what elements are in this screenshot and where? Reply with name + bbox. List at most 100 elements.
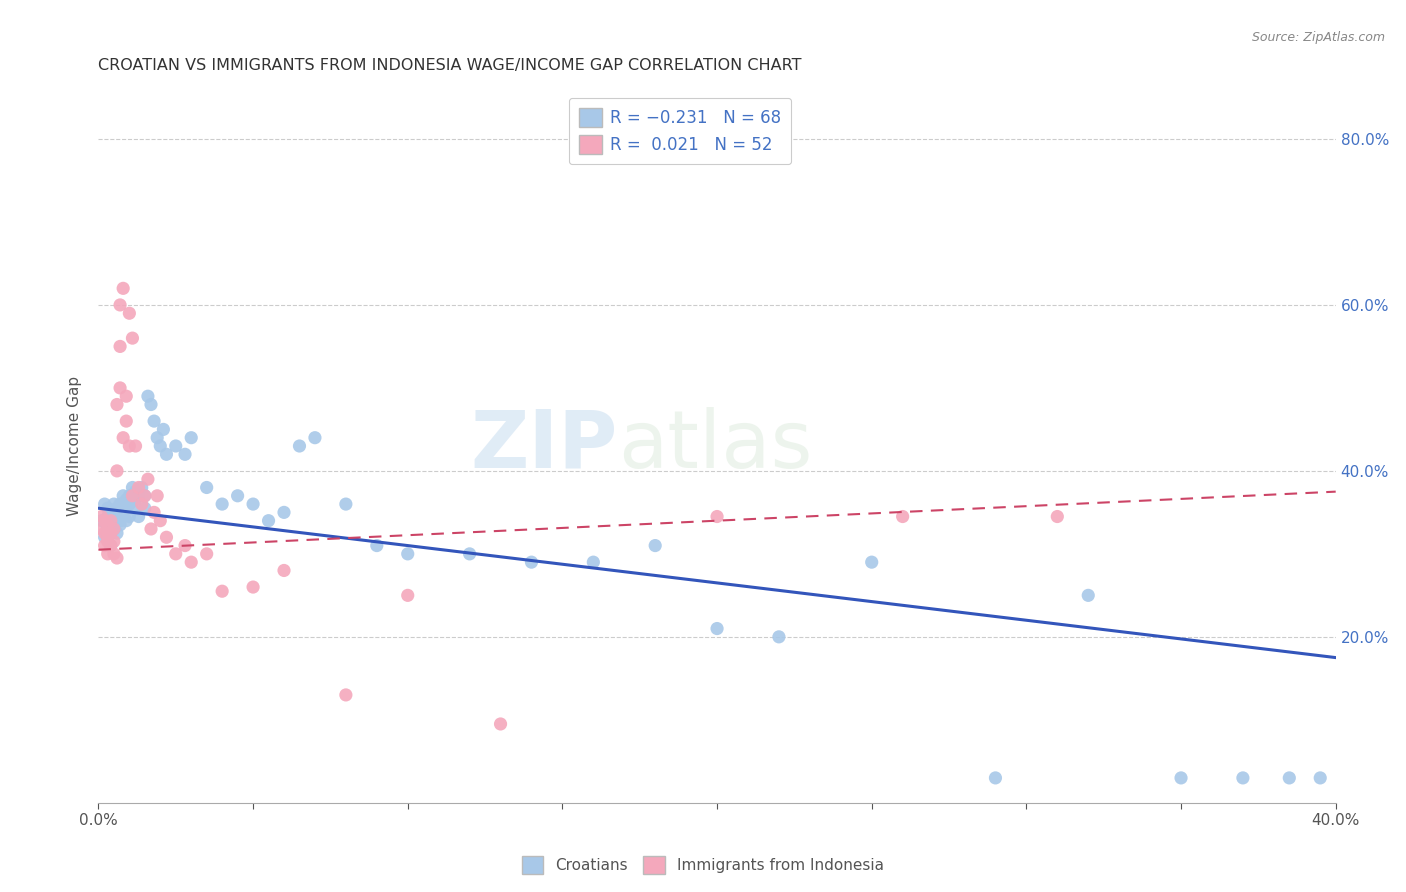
Point bbox=[396, 588, 419, 602]
Point bbox=[211, 497, 233, 511]
Point bbox=[768, 630, 790, 644]
Point bbox=[93, 514, 115, 528]
Point bbox=[115, 514, 138, 528]
Point bbox=[136, 472, 159, 486]
Legend: R = −0.231   N = 68, R =  0.021   N = 52: R = −0.231 N = 68, R = 0.021 N = 52 bbox=[568, 97, 792, 164]
Point bbox=[155, 447, 177, 461]
Point bbox=[149, 514, 172, 528]
Point bbox=[103, 534, 125, 549]
Point bbox=[273, 564, 295, 578]
Point bbox=[112, 505, 135, 519]
Point bbox=[105, 551, 128, 566]
Point bbox=[304, 431, 326, 445]
Point bbox=[143, 414, 166, 428]
Point bbox=[93, 530, 115, 544]
Point bbox=[105, 526, 128, 541]
Point bbox=[108, 514, 131, 528]
Point bbox=[93, 497, 115, 511]
Point bbox=[90, 509, 112, 524]
Point bbox=[97, 501, 120, 516]
Point bbox=[644, 539, 666, 553]
Point bbox=[97, 530, 120, 544]
Point bbox=[155, 530, 177, 544]
Point bbox=[195, 547, 218, 561]
Point bbox=[128, 489, 150, 503]
Point bbox=[128, 509, 150, 524]
Point bbox=[103, 522, 125, 536]
Point bbox=[108, 339, 131, 353]
Point bbox=[366, 539, 388, 553]
Y-axis label: Wage/Income Gap: Wage/Income Gap bbox=[67, 376, 83, 516]
Point bbox=[124, 439, 146, 453]
Point bbox=[124, 492, 146, 507]
Text: ZIP: ZIP bbox=[471, 407, 619, 485]
Point bbox=[121, 489, 143, 503]
Point bbox=[121, 481, 143, 495]
Point bbox=[146, 489, 169, 503]
Point bbox=[134, 489, 156, 503]
Point bbox=[242, 580, 264, 594]
Point bbox=[100, 539, 122, 553]
Point bbox=[97, 522, 120, 536]
Point bbox=[180, 431, 202, 445]
Point bbox=[112, 489, 135, 503]
Point bbox=[118, 439, 141, 453]
Point bbox=[489, 717, 512, 731]
Point bbox=[335, 497, 357, 511]
Point bbox=[131, 497, 153, 511]
Point bbox=[146, 431, 169, 445]
Point bbox=[396, 547, 419, 561]
Point bbox=[136, 389, 159, 403]
Point bbox=[226, 489, 249, 503]
Point bbox=[1046, 509, 1069, 524]
Point bbox=[108, 517, 131, 532]
Point bbox=[97, 517, 120, 532]
Point bbox=[180, 555, 202, 569]
Point bbox=[105, 501, 128, 516]
Point bbox=[134, 501, 156, 516]
Point bbox=[1077, 588, 1099, 602]
Point bbox=[273, 505, 295, 519]
Point bbox=[100, 539, 122, 553]
Point bbox=[288, 439, 311, 453]
Point bbox=[97, 547, 120, 561]
Point bbox=[118, 509, 141, 524]
Point bbox=[174, 539, 197, 553]
Point bbox=[582, 555, 605, 569]
Point bbox=[103, 547, 125, 561]
Point bbox=[108, 381, 131, 395]
Point bbox=[1309, 771, 1331, 785]
Point bbox=[195, 481, 218, 495]
Point bbox=[860, 555, 883, 569]
Point bbox=[90, 514, 112, 528]
Legend: Croatians, Immigrants from Indonesia: Croatians, Immigrants from Indonesia bbox=[516, 850, 890, 880]
Point bbox=[458, 547, 481, 561]
Text: CROATIAN VS IMMIGRANTS FROM INDONESIA WAGE/INCOME GAP CORRELATION CHART: CROATIAN VS IMMIGRANTS FROM INDONESIA WA… bbox=[98, 58, 801, 73]
Point bbox=[103, 522, 125, 536]
Point bbox=[100, 526, 122, 541]
Point bbox=[118, 489, 141, 503]
Point bbox=[105, 397, 128, 411]
Point bbox=[115, 414, 138, 428]
Point bbox=[242, 497, 264, 511]
Point bbox=[257, 514, 280, 528]
Point bbox=[121, 501, 143, 516]
Point bbox=[165, 439, 187, 453]
Point bbox=[103, 497, 125, 511]
Point bbox=[1232, 771, 1254, 785]
Point bbox=[93, 539, 115, 553]
Point bbox=[97, 534, 120, 549]
Point bbox=[115, 389, 138, 403]
Point bbox=[108, 497, 131, 511]
Text: Source: ZipAtlas.com: Source: ZipAtlas.com bbox=[1251, 31, 1385, 45]
Text: atlas: atlas bbox=[619, 407, 813, 485]
Point bbox=[124, 484, 146, 499]
Point bbox=[131, 481, 153, 495]
Point bbox=[152, 422, 174, 436]
Point bbox=[174, 447, 197, 461]
Point bbox=[134, 489, 156, 503]
Point bbox=[1170, 771, 1192, 785]
Point bbox=[100, 514, 122, 528]
Point bbox=[128, 481, 150, 495]
Point bbox=[112, 281, 135, 295]
